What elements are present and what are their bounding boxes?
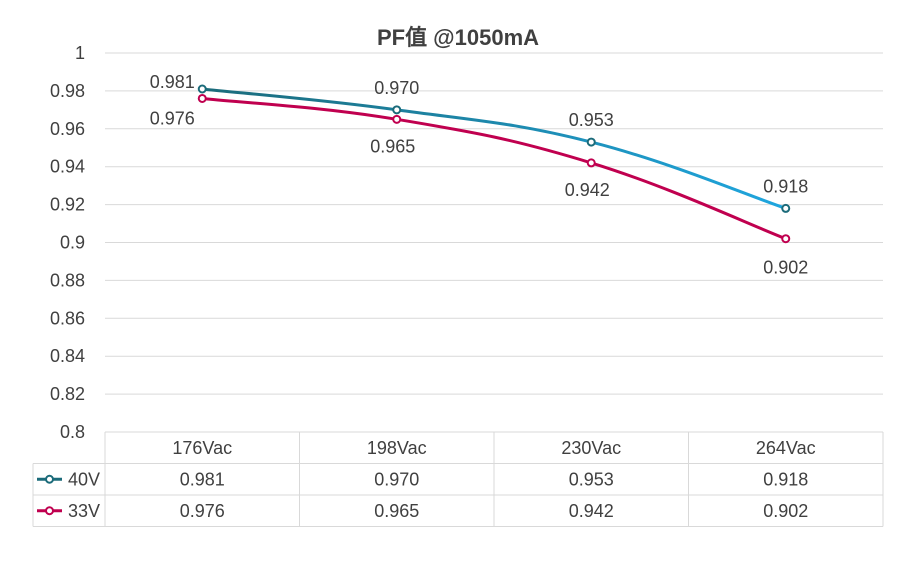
data-label-40V: 0.981 xyxy=(150,72,195,92)
y-tick-label: 0.88 xyxy=(50,270,85,290)
data-point-33V xyxy=(197,93,207,103)
legend-label-33V: 33V xyxy=(68,501,100,521)
data-point-33V xyxy=(586,158,596,168)
data-label-40V: 0.918 xyxy=(763,176,808,196)
legend-marker-33V xyxy=(45,506,54,516)
table-header-cell: 176Vac xyxy=(172,438,232,458)
chart-title: PF值 @1050mA xyxy=(376,25,540,50)
table-cell-40V: 0.981 xyxy=(180,469,225,489)
table-cell-40V: 0.970 xyxy=(374,469,419,489)
table-cell-40V: 0.953 xyxy=(569,469,614,489)
y-tick-label: 0.86 xyxy=(50,308,85,328)
table-cell-33V: 0.942 xyxy=(569,501,614,521)
y-tick-label: 0.8 xyxy=(60,422,85,442)
table-header-cell: 264Vac xyxy=(756,438,816,458)
y-tick-label: 1 xyxy=(75,43,85,63)
y-tick-label: 0.94 xyxy=(50,157,85,177)
data-point-40V xyxy=(586,137,596,147)
table-cell-33V: 0.976 xyxy=(180,501,225,521)
table-cell-33V: 0.965 xyxy=(374,501,419,521)
data-label-33V: 0.942 xyxy=(565,180,610,200)
data-point-40V xyxy=(392,105,402,115)
data-point-40V xyxy=(197,84,207,94)
legend-marker-40V xyxy=(45,474,54,484)
y-tick-label: 0.92 xyxy=(50,195,85,215)
table-cell-40V: 0.918 xyxy=(763,469,808,489)
table-header-cell: 230Vac xyxy=(561,438,621,458)
legend-label-40V: 40V xyxy=(68,469,100,489)
series-line-33V xyxy=(202,96,787,241)
data-label-33V: 0.902 xyxy=(763,258,808,278)
data-label-40V: 0.970 xyxy=(374,78,419,98)
y-tick-label: 0.84 xyxy=(50,346,85,366)
data-point-33V xyxy=(392,114,402,124)
y-tick-label: 0.82 xyxy=(50,384,85,404)
data-label-33V: 0.965 xyxy=(370,136,415,156)
y-tick-label: 0.9 xyxy=(60,233,85,253)
y-tick-label: 0.96 xyxy=(50,119,85,139)
data-point-40V xyxy=(781,203,791,213)
y-tick-label: 0.98 xyxy=(50,81,85,101)
data-point-33V xyxy=(781,234,791,244)
data-label-33V: 0.976 xyxy=(150,108,195,128)
table-cell-33V: 0.902 xyxy=(763,501,808,521)
table-header-cell: 198Vac xyxy=(367,438,427,458)
data-label-40V: 0.953 xyxy=(569,110,614,130)
series-line-40V xyxy=(202,87,787,210)
